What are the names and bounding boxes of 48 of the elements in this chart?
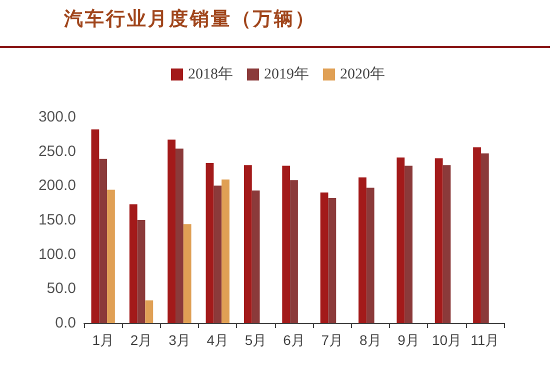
x-tick-label: 11月 <box>470 332 500 348</box>
bar <box>129 204 138 323</box>
bar <box>442 165 451 323</box>
bar <box>434 158 443 323</box>
chart-title: 汽车行业月度销量（万辆） <box>64 7 316 32</box>
y-tick-label: 250.0 <box>38 142 76 160</box>
x-tick-label: 10月 <box>432 332 462 348</box>
x-tick-label: 7月 <box>321 332 344 348</box>
bar <box>320 192 328 323</box>
legend-label: 2018年 <box>188 66 233 82</box>
bar <box>145 300 154 323</box>
x-tick-label: 4月 <box>206 332 229 348</box>
bar <box>176 148 184 323</box>
legend-label: 2019年 <box>264 66 309 82</box>
bar <box>99 158 108 323</box>
bar <box>282 166 290 323</box>
bar <box>396 158 405 323</box>
x-tick-label: 9月 <box>398 332 420 348</box>
bar <box>137 220 146 323</box>
y-tick-label: 300.0 <box>38 108 76 126</box>
y-tick-label: 200.0 <box>38 177 76 194</box>
y-tick-label: 50.0 <box>46 280 76 298</box>
bar <box>168 140 176 323</box>
bar <box>91 129 100 323</box>
bar <box>473 147 481 323</box>
bar <box>244 165 252 323</box>
bar <box>214 186 222 323</box>
bar <box>404 166 412 323</box>
bar <box>480 153 489 323</box>
y-tick-label: 0.0 <box>55 314 76 332</box>
bar <box>358 177 366 323</box>
x-tick-label: 6月 <box>283 332 305 348</box>
bar <box>107 190 115 323</box>
bar <box>366 188 374 323</box>
bar <box>328 198 336 323</box>
x-tick-label: 8月 <box>359 332 382 348</box>
bar <box>252 190 260 323</box>
bar <box>222 179 230 323</box>
legend-label: 2020年 <box>340 66 385 82</box>
bar <box>290 180 298 323</box>
y-tick-label: 100.0 <box>38 246 76 263</box>
x-tick-label: 1月 <box>92 332 114 348</box>
x-tick-label: 3月 <box>168 332 190 348</box>
y-tick-label: 150.0 <box>38 212 76 228</box>
bar <box>206 163 214 323</box>
x-tick-label: 5月 <box>244 332 267 348</box>
x-tick-label: 2月 <box>130 332 152 348</box>
bar <box>183 224 192 323</box>
